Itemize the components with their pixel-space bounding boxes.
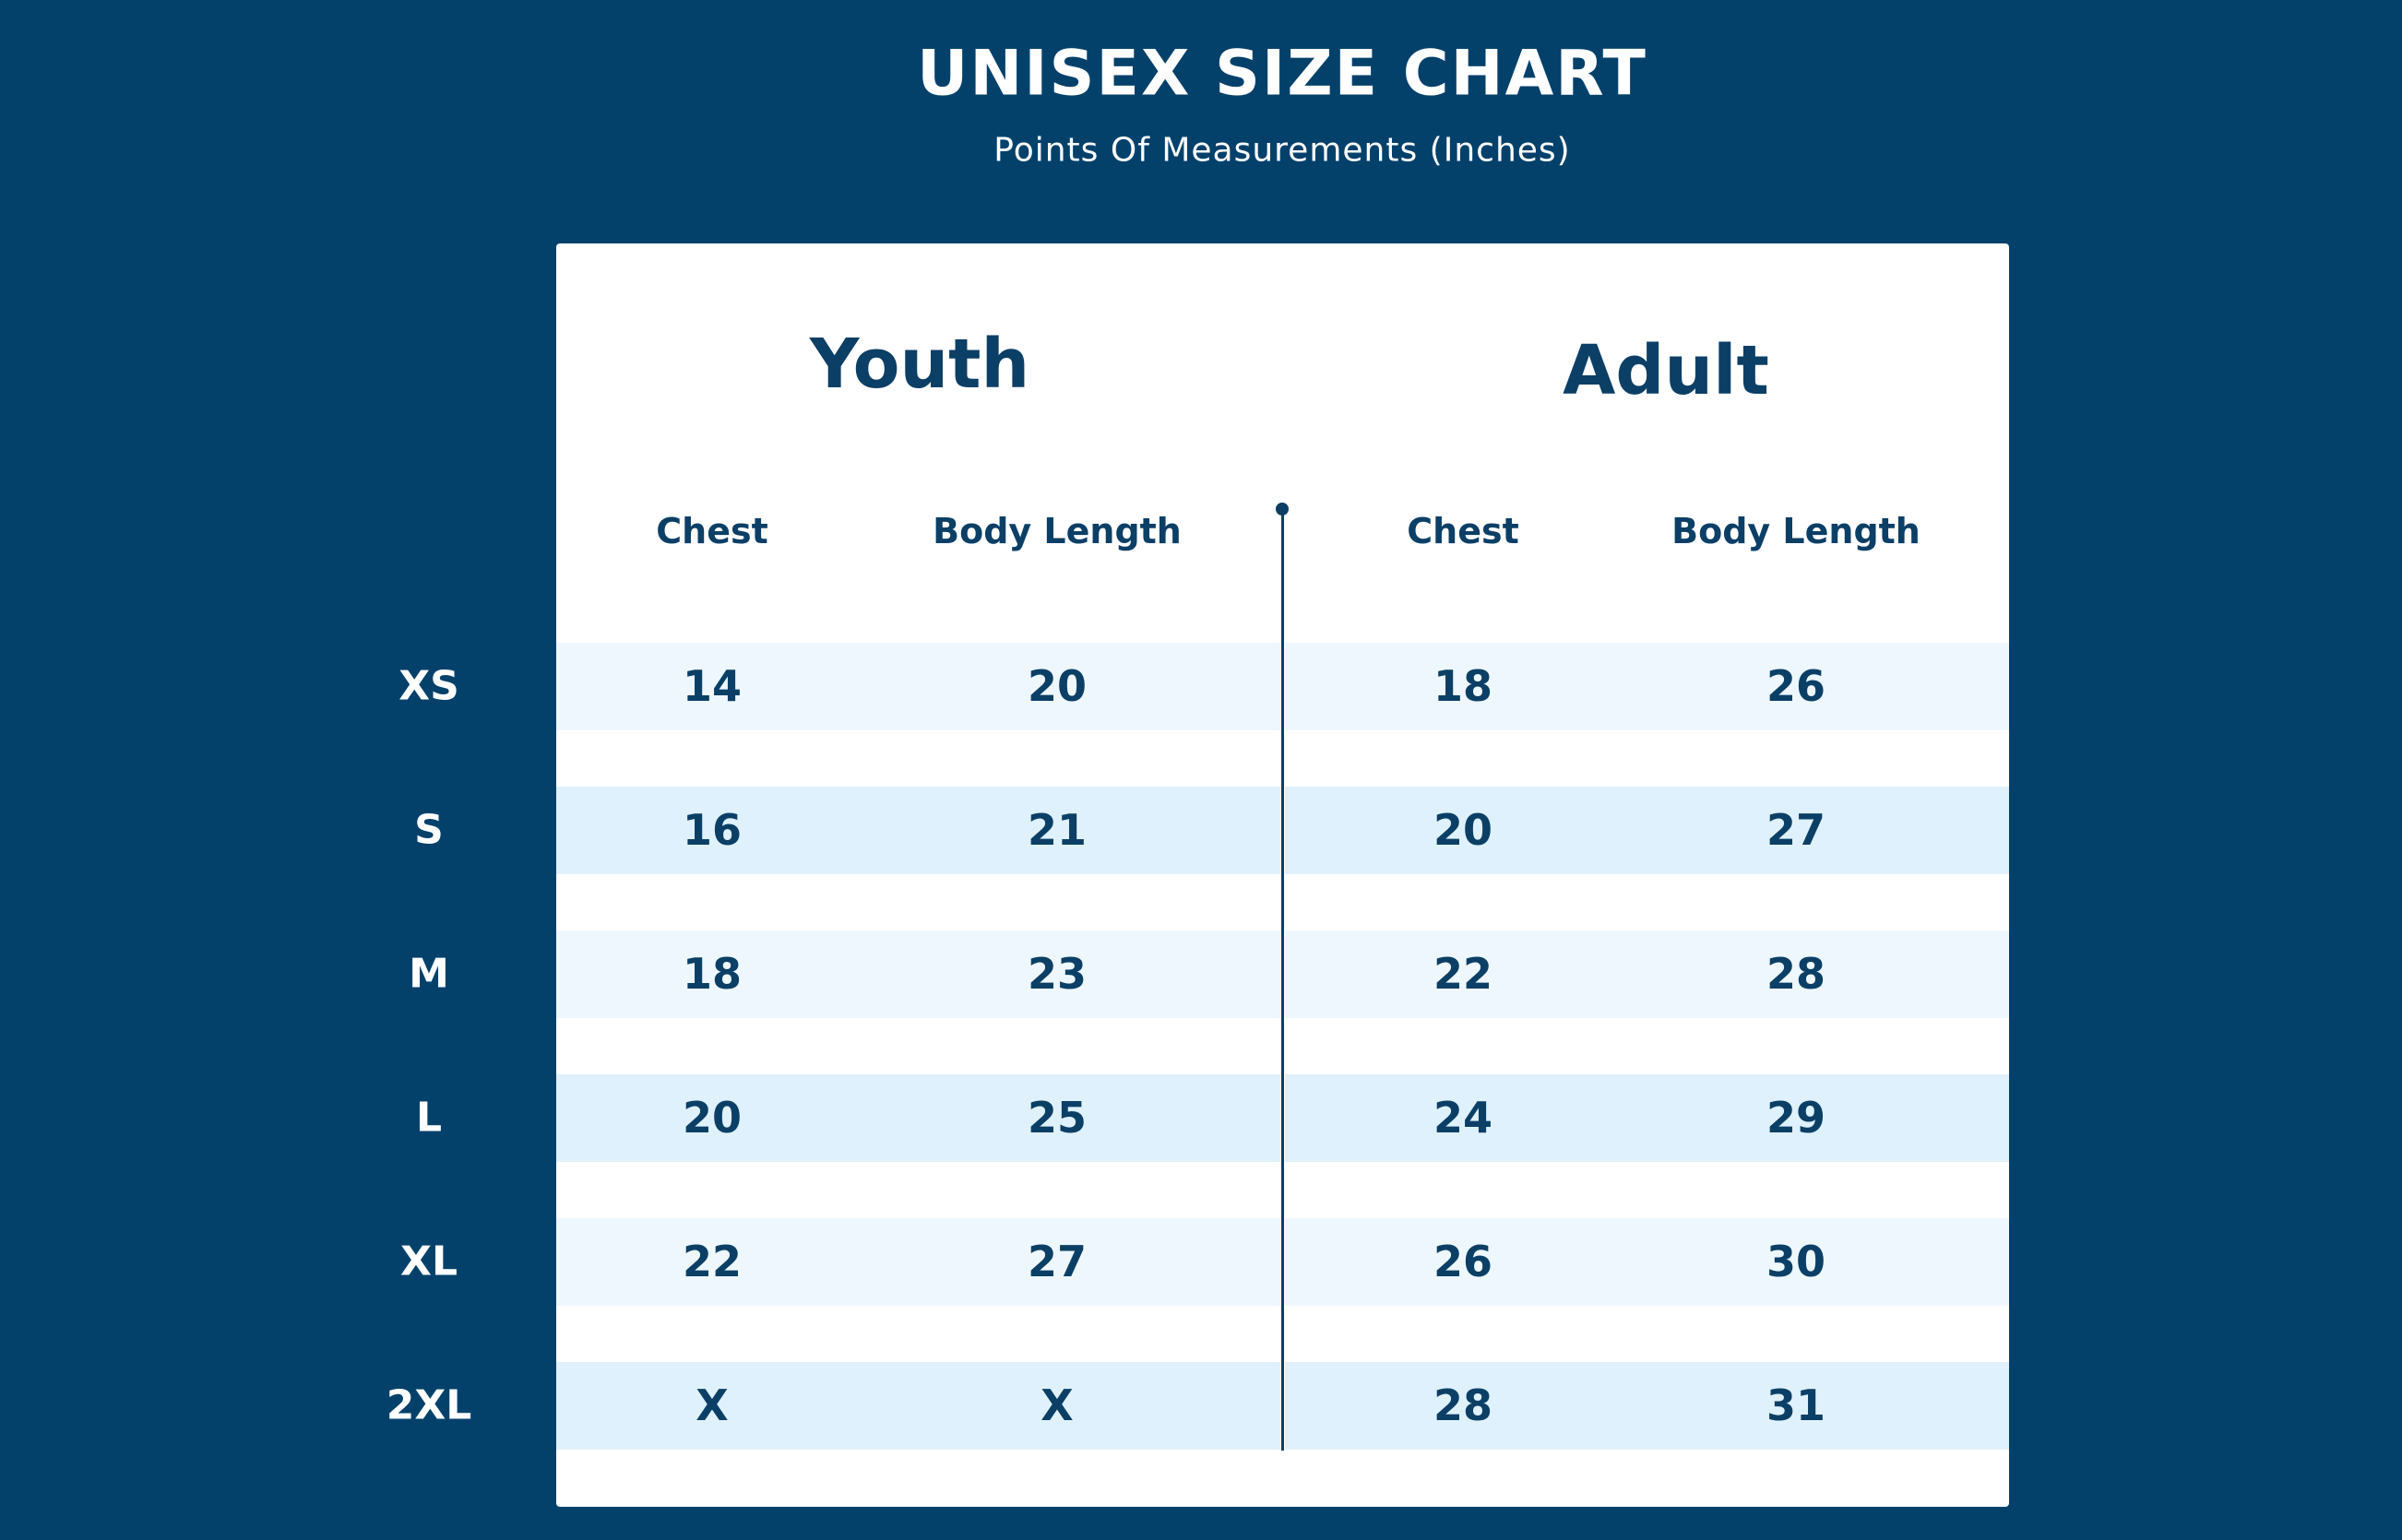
cell: 22 — [682, 1237, 743, 1286]
row-band — [1285, 643, 2009, 730]
cell: 30 — [1766, 1237, 1826, 1286]
column-header: Chest — [656, 511, 768, 551]
row-band — [1285, 930, 2009, 1018]
group-header: Youth — [809, 325, 1030, 404]
cell: 20 — [682, 1093, 743, 1143]
size-label: XL — [400, 1238, 458, 1285]
cell: 26 — [1433, 1237, 1493, 1286]
cell: X — [696, 1380, 729, 1430]
size-label: M — [409, 950, 449, 998]
cell: 28 — [1433, 1380, 1493, 1430]
cell: 22 — [1433, 949, 1493, 999]
cell: 21 — [1027, 805, 1088, 855]
cell: 20 — [1433, 805, 1493, 855]
row-band — [1285, 1362, 2009, 1450]
cell: 14 — [682, 661, 743, 711]
cell: 25 — [1027, 1093, 1088, 1143]
cell: 26 — [1766, 661, 1826, 711]
row-band — [1285, 787, 2009, 874]
cell: 20 — [1027, 661, 1088, 711]
row-band — [556, 643, 1280, 730]
cell: X — [1040, 1380, 1074, 1430]
divider-dot — [1276, 503, 1289, 515]
row-band — [556, 787, 1280, 874]
size-label: 2XL — [386, 1381, 472, 1429]
cell: 16 — [682, 805, 743, 855]
cell: 23 — [1027, 949, 1088, 999]
cell: 31 — [1766, 1380, 1826, 1430]
cell: 18 — [1433, 661, 1493, 711]
row-band — [556, 1362, 1280, 1450]
row-band — [1285, 1074, 2009, 1162]
size-label: L — [415, 1094, 443, 1142]
cell: 29 — [1766, 1093, 1826, 1143]
column-header: Chest — [1407, 511, 1519, 551]
cell: 24 — [1433, 1093, 1493, 1143]
group-header: Adult — [1563, 331, 1769, 410]
size-label: S — [414, 806, 444, 854]
size-label: XS — [398, 662, 459, 710]
cell: 28 — [1766, 949, 1826, 999]
row-band — [556, 1074, 1280, 1162]
cell: 27 — [1027, 1237, 1088, 1286]
row-band — [556, 1218, 1280, 1306]
column-header: Body Length — [933, 511, 1182, 551]
cell: 18 — [682, 949, 743, 999]
column-header: Body Length — [1671, 511, 1920, 551]
row-band — [556, 930, 1280, 1018]
title: UNISEX SIZE CHART — [917, 37, 1647, 111]
row-band — [1285, 1218, 2009, 1306]
divider — [1281, 509, 1284, 1451]
cell: 27 — [1766, 805, 1826, 855]
subtitle: Points Of Measurements (Inches) — [993, 131, 1571, 170]
